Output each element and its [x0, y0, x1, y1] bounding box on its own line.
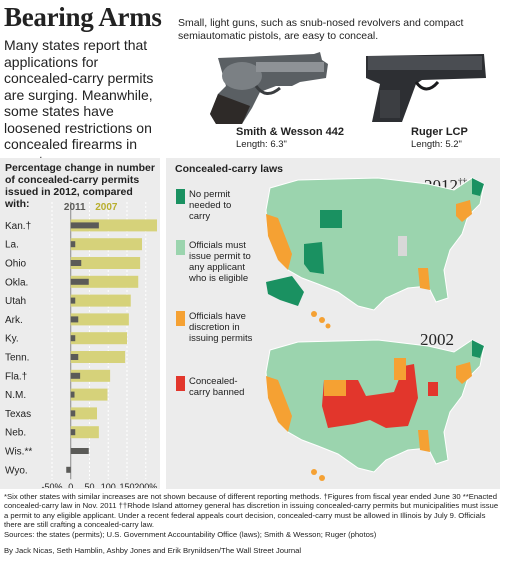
x-tick-label: 200%: [134, 482, 157, 488]
category-label: Utah: [5, 296, 26, 307]
bar-chart: 2011 2007 Kan.† La. Ohio Okla. Utah Ark. Ky. Tenn…: [5, 202, 157, 488]
category-label: Tenn.: [5, 353, 29, 364]
chart-title: Percentage change in number of concealed…: [5, 162, 155, 210]
revolver-image: [210, 52, 328, 124]
legend-swatch-must-issue: [176, 240, 185, 255]
legend-label-must-issue: Officials must issue permit to any appli…: [189, 240, 251, 284]
bar-2007: [70, 369, 111, 382]
dek-text: Many states report that applications for…: [4, 37, 154, 169]
category-label: Wis.**: [5, 447, 32, 458]
bar-2007: [70, 257, 141, 269]
legend-swatch-discretion: [176, 311, 185, 326]
bar-2011: [70, 222, 99, 229]
bar-2007: [70, 351, 126, 363]
legend-label-no-permit: No permit needed to carry: [189, 189, 232, 222]
x-tick-label: 100: [101, 482, 116, 488]
bar-2011: [70, 410, 76, 417]
credit: By Jack Nicas, Seth Hamblin, Ashby Jones…: [4, 546, 302, 555]
category-label: Ark.: [5, 315, 23, 326]
category-label: Wyo.: [5, 465, 28, 476]
gun-name-lcp: Ruger LCP: [411, 126, 468, 138]
legend-label-2011: 2011: [64, 202, 86, 213]
bar-2011: [70, 448, 89, 454]
gun-caption: Small, light guns, such as snub-nosed re…: [178, 17, 464, 42]
bar-2011: [70, 335, 76, 342]
category-label: La.: [5, 240, 19, 251]
category-label: N.M.: [5, 390, 26, 401]
legend-swatch-banned: [176, 376, 185, 391]
category-label: Kan.†: [5, 221, 31, 232]
bar-2007: [70, 294, 131, 307]
x-tick-label: -50%: [41, 482, 62, 488]
bar-2011: [70, 297, 76, 304]
bar-2011: [70, 372, 81, 379]
legend-label-discretion: Officials have discretion in issuing per…: [189, 311, 253, 344]
x-tick-label: 150: [119, 482, 134, 488]
bar-2011: [70, 278, 89, 285]
laws-title: Concealed-carry laws: [175, 163, 283, 175]
us-map-2002: [265, 339, 485, 481]
legend-label-banned: Concealed-carry banned: [189, 376, 245, 398]
page-title: Bearing Arms: [4, 2, 162, 32]
category-label: Texas: [5, 409, 31, 420]
x-tick-label: 0: [68, 482, 73, 488]
footnotes: *Six other states with similar increases…: [4, 492, 499, 529]
bar-2011: [70, 260, 82, 266]
sources: Sources: the states (permits); U.S. Gove…: [4, 530, 377, 539]
category-label: Ky.: [5, 334, 19, 345]
bar-2007: [70, 426, 99, 439]
bar-2007: [70, 332, 127, 345]
bar-2011: [70, 354, 79, 360]
bar-2007: [70, 238, 142, 251]
us-map-2012: [265, 177, 485, 329]
x-tick-label: 50: [84, 482, 94, 488]
bar-2011: [66, 466, 71, 473]
gun-length-sw442: Length: 6.3": [236, 139, 287, 150]
pistol-image: [366, 54, 486, 122]
category-label: Ohio: [5, 259, 27, 270]
bar-2011: [70, 391, 75, 398]
gun-length-lcp: Length: 5.2": [411, 139, 462, 150]
bar-2011: [70, 316, 79, 323]
bar-2007: [70, 407, 97, 420]
bar-2011: [70, 241, 76, 248]
category-label: Fla.†: [5, 371, 27, 382]
category-label: Okla.: [5, 277, 28, 288]
legend-swatch-no-permit: [176, 189, 185, 204]
map-2002-year: 2002: [420, 330, 454, 349]
category-label: Neb.: [5, 428, 26, 439]
bar-2011: [70, 429, 76, 436]
bar-2007: [70, 313, 129, 326]
legend-label-2007: 2007: [95, 202, 118, 213]
gun-name-sw442: Smith & Wesson 442: [236, 126, 344, 138]
bar-2007: [70, 388, 108, 401]
